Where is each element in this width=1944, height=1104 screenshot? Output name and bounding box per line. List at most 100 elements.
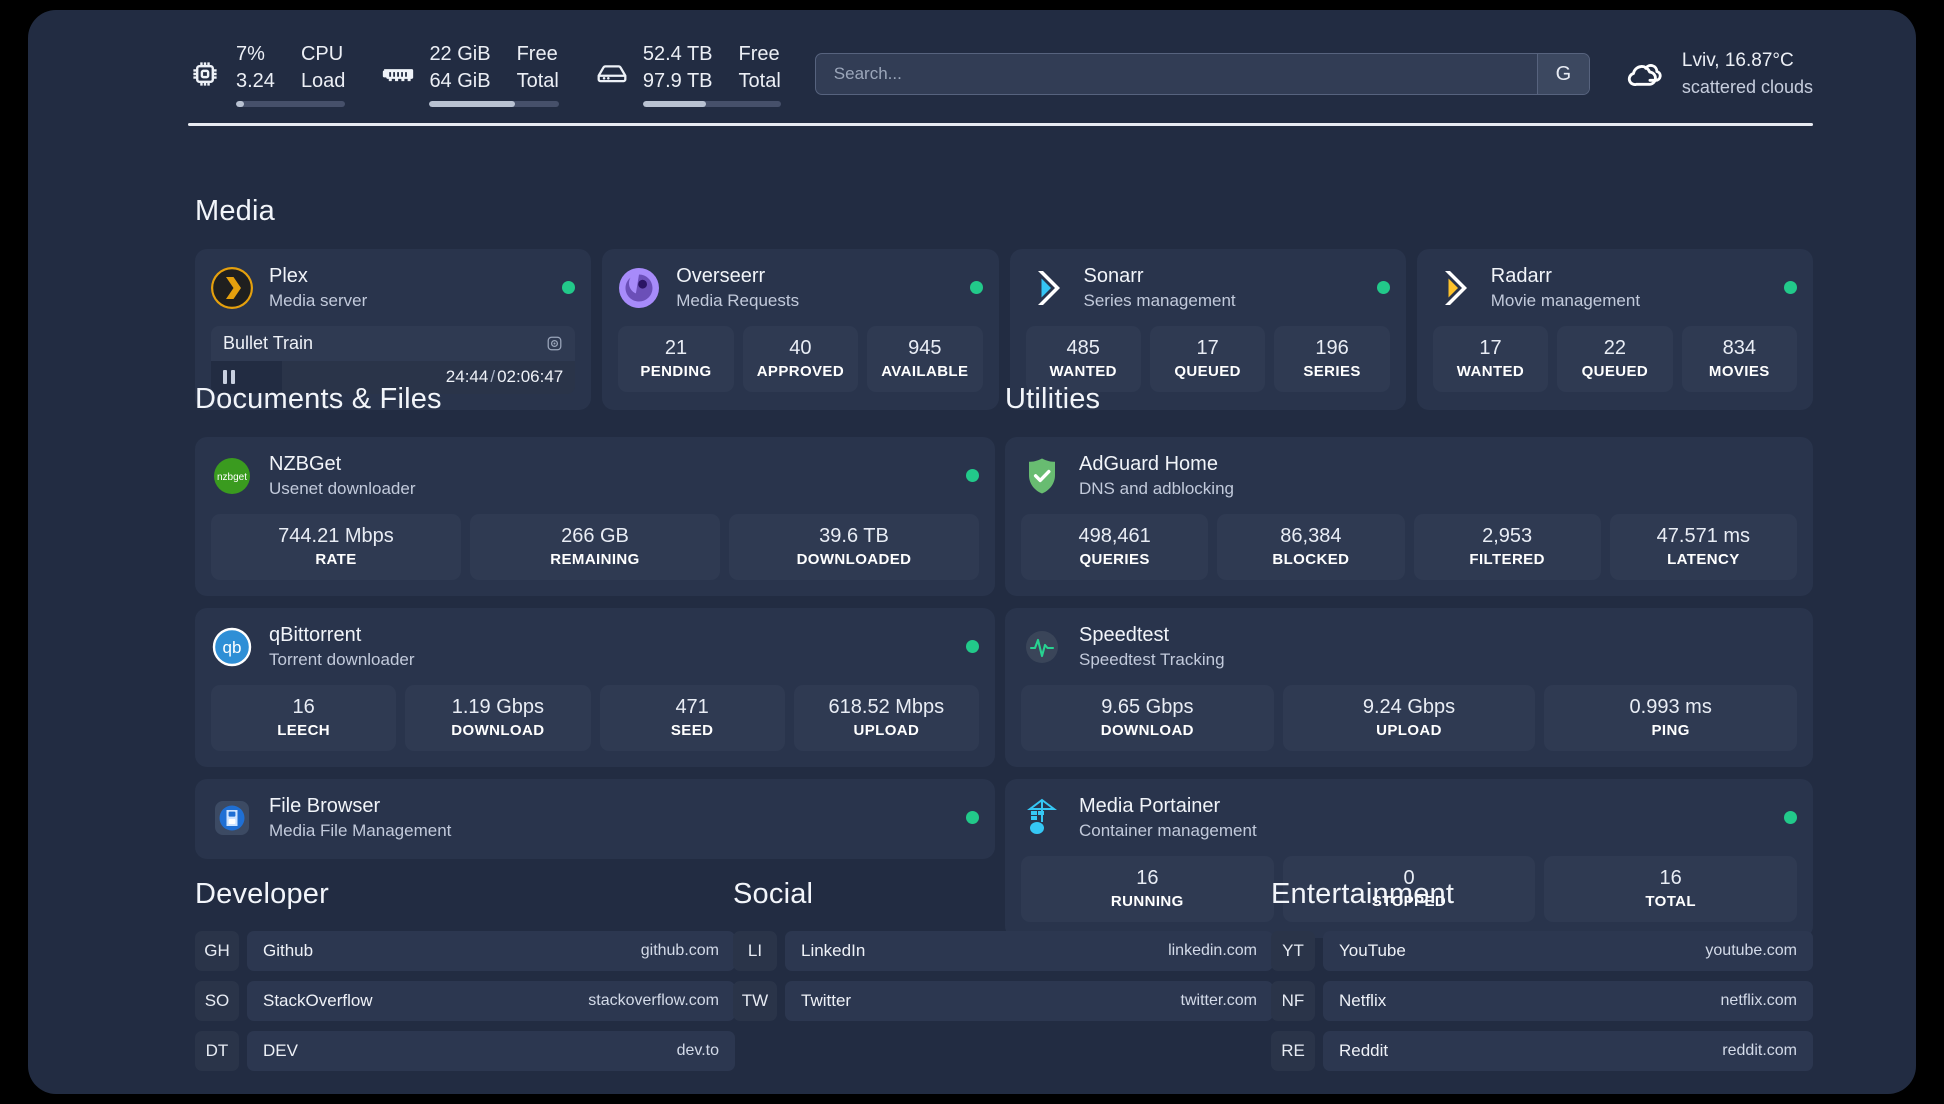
service-card-adguard[interactable]: AdGuard Home DNS and adblocking 498,461 … (1005, 437, 1813, 596)
bookmark-url: dev.to (676, 1042, 719, 1059)
stat-tile: 16 RUNNING (1021, 855, 1274, 922)
bookmark-name: StackOverflow (263, 991, 373, 1010)
search-engine-button[interactable]: G (1536, 54, 1589, 94)
bookmark-link[interactable]: NF Netflix netflix.com (1271, 981, 1813, 1021)
stat-tile: 16 LEECH (211, 684, 397, 751)
svg-text:qb: qb (223, 638, 242, 657)
service-card-plex[interactable]: Plex Media server Bullet Train (195, 249, 592, 410)
stat-label: FILTERED (1469, 550, 1545, 568)
stat-label: DOWNLOAD (451, 721, 545, 739)
stat-tile: 0.993 ms PING (1544, 684, 1798, 751)
bookmark-link[interactable]: DT DEV dev.to (195, 1031, 735, 1071)
bookmark-link[interactable]: TW Twitter twitter.com (733, 981, 1273, 1021)
stat-tile: 744.21 Mbps RATE (211, 513, 461, 580)
status-badge (966, 640, 979, 654)
playback-separator: / (490, 367, 496, 387)
service-name: Media Portainer (1079, 794, 1221, 817)
bookmark-link[interactable]: RE Reddit reddit.com (1271, 1031, 1813, 1071)
service-card-filebrowser[interactable]: File Browser Media File Management (195, 778, 995, 859)
stat-label: WANTED (1456, 362, 1525, 380)
status-badge (969, 281, 983, 295)
stat-label: LEECH (277, 721, 331, 739)
pause-icon[interactable] (223, 370, 235, 385)
stat-value: 471 (675, 695, 709, 718)
service-name: File Browser (269, 794, 381, 817)
service-card-radarr[interactable]: Radarr Movie management 17 WANTED 22 QUE… (1416, 249, 1813, 410)
stat-label: APPROVED (756, 362, 845, 380)
stat-tile: 196 SERIES (1274, 325, 1390, 392)
stat-value: 21 (664, 336, 688, 359)
now-playing-title: Bullet Train (223, 332, 314, 353)
bookmark-link[interactable]: GH Github github.com (195, 931, 735, 971)
adguard-icon (1021, 455, 1063, 497)
status-badge (1376, 281, 1390, 295)
portainer-icon (1021, 797, 1063, 839)
bookmark-url: github.com (640, 942, 719, 959)
stat-tile: 945 AVAILABLE (867, 325, 983, 392)
service-card-overseerr[interactable]: Overseerr Media Requests 21 PENDING 40 A… (602, 249, 999, 410)
weather-widget: Lviv, 16.87°C scattered clouds (1624, 48, 1813, 100)
weather-location-temp: Lviv, 16.87°C (1681, 50, 1794, 72)
disk-usage-bar (642, 100, 781, 107)
cpu-load-value: 3.24 (236, 69, 275, 92)
search-input[interactable] (815, 54, 1537, 94)
gear-icon[interactable] (546, 335, 563, 352)
service-subtitle: Media Requests (676, 291, 800, 310)
bookmark-abbr: SO (195, 981, 239, 1021)
service-card-qbittorrent[interactable]: qb qBittorrent Torrent downloader 16 LEE… (195, 607, 995, 767)
ram-total-value: 64 GiB (429, 69, 491, 92)
stat-tile: 47.571 ms LATENCY (1609, 513, 1797, 580)
service-subtitle: Container management (1079, 820, 1257, 840)
plex-icon (211, 266, 253, 309)
disk-total-label: Total (738, 69, 781, 92)
stat-value: 266 GB (561, 524, 629, 547)
search-bar[interactable]: G (814, 53, 1590, 95)
ram-icon (381, 57, 415, 91)
stat-label: UPLOAD (853, 721, 920, 739)
service-name: Speedtest (1079, 623, 1170, 646)
bookmark-name: Twitter (801, 991, 852, 1010)
bookmark-abbr: YT (1271, 931, 1315, 971)
stat-value: 39.6 TB (819, 524, 889, 547)
service-card-portainer[interactable]: Media Portainer Container management 16 … (1005, 778, 1813, 938)
stat-label: BLOCKED (1272, 550, 1350, 568)
bookmark-abbr: RE (1271, 1031, 1315, 1071)
disk-free-value: 52.4 TB (642, 43, 713, 66)
service-subtitle: Media server (269, 291, 368, 310)
stat-tile: 16 TOTAL (1544, 855, 1798, 922)
service-name: Overseerr (676, 265, 766, 287)
service-card-speedtest[interactable]: Speedtest Speedtest Tracking 9.65 Gbps D… (1005, 607, 1813, 767)
service-name: NZBGet (269, 453, 342, 475)
playback-duration: 02:06:47 (497, 367, 564, 387)
stat-value: 0 (1403, 866, 1415, 889)
stat-value: 9.24 Gbps (1362, 695, 1456, 718)
stat-label: SERIES (1303, 362, 1361, 380)
stat-value: 16 (1659, 866, 1682, 889)
service-subtitle: DNS and adblocking (1079, 479, 1234, 498)
svg-text:nzbget: nzbget (217, 472, 247, 483)
stat-label: QUEUED (1174, 362, 1241, 380)
service-card-sonarr[interactable]: Sonarr Series management 485 WANTED 17 Q… (1009, 249, 1406, 410)
header-divider (188, 123, 1813, 126)
stat-value: 2,953 (1482, 524, 1533, 547)
status-badge (1784, 811, 1797, 825)
stat-label: DOWNLOAD (1100, 721, 1194, 739)
bookmark-group-title: Social (733, 878, 814, 910)
stat-tile: 22 QUEUED (1557, 325, 1673, 392)
disk-total-value: 97.9 TB (642, 69, 713, 92)
stat-tile: 17 QUEUED (1149, 325, 1266, 392)
stat-tile: 39.6 TB DOWNLOADED (729, 513, 979, 580)
bookmark-group-entertainment: Entertainment YT YouTube youtube.com NF … (1271, 878, 1813, 1071)
bookmark-name: Github (263, 941, 314, 960)
stat-value: 22 (1603, 336, 1626, 359)
cpu-icon (188, 57, 222, 91)
service-name: qBittorrent (269, 623, 362, 646)
bookmark-link[interactable]: SO StackOverflow stackoverflow.com (195, 981, 735, 1021)
bookmark-url: linkedin.com (1168, 942, 1257, 959)
status-badge (1784, 281, 1797, 295)
dashboard-header: 7% 3.24 CPU Load (188, 34, 1813, 114)
bookmark-link[interactable]: LI LinkedIn linkedin.com (733, 931, 1273, 971)
playback-progress-bar[interactable] (211, 360, 283, 394)
bookmark-link[interactable]: YT YouTube youtube.com (1271, 931, 1813, 971)
service-card-nzbget[interactable]: nzbget NZBGet Usenet downloader 744.21 M… (195, 437, 995, 596)
